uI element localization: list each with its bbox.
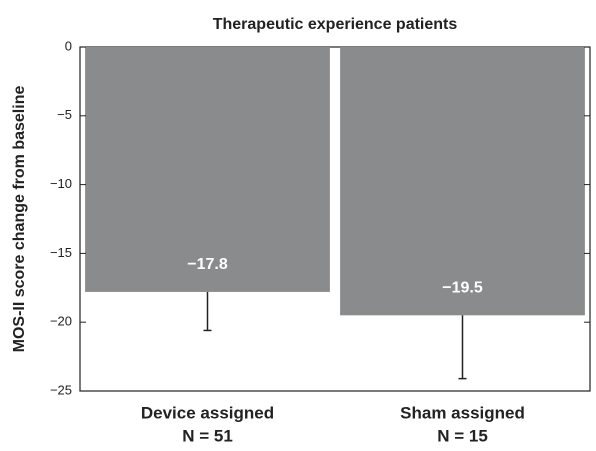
x-tick-label: Device assigned: [141, 403, 274, 422]
plot-frame: [79, 46, 591, 392]
y-tick-label: 0: [65, 38, 72, 53]
y-tick-label: −10: [50, 176, 72, 191]
n-label: N = 51: [182, 426, 233, 445]
x-tick-label: Sham assigned: [400, 403, 525, 422]
bar: [85, 47, 330, 292]
bar: [340, 47, 585, 316]
y-tick-label: −25: [50, 382, 72, 397]
y-tick-label: −20: [50, 314, 72, 329]
chart-title: Therapeutic experience patients: [213, 16, 458, 33]
value-label: −17.8: [187, 256, 228, 273]
y-tick-label: −15: [50, 245, 72, 260]
y-axis-label: MOS-II score change from baseline: [11, 86, 28, 353]
value-label: −19.5: [442, 280, 483, 297]
n-label: N = 15: [437, 426, 488, 445]
y-tick-label: −5: [57, 107, 72, 122]
